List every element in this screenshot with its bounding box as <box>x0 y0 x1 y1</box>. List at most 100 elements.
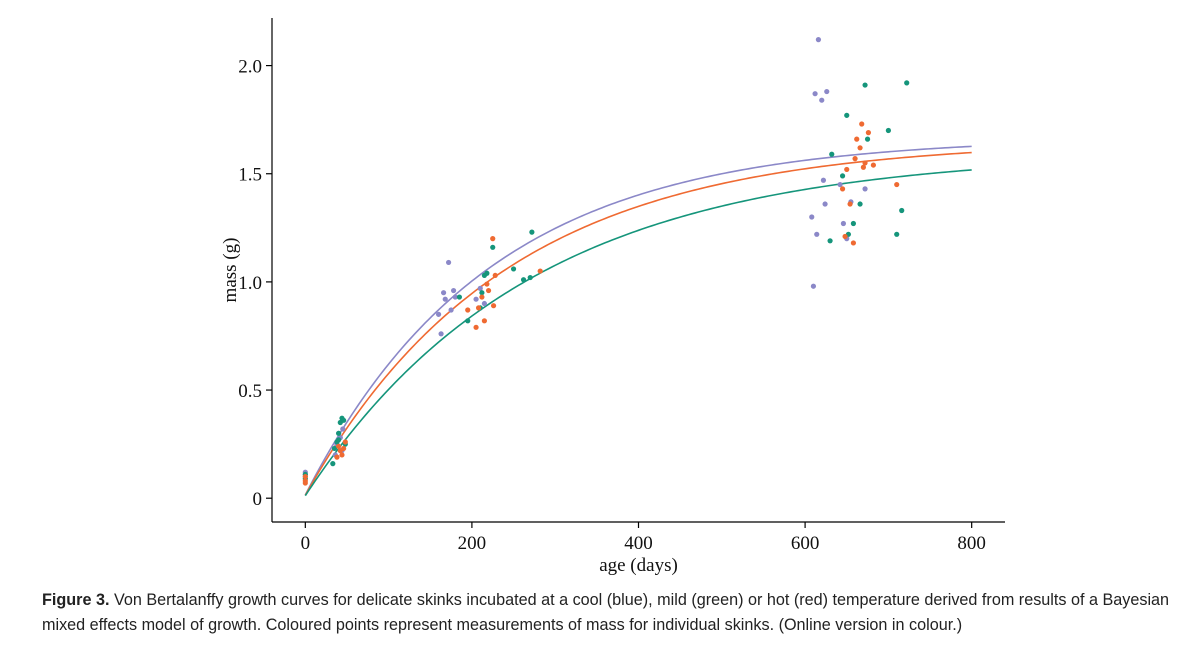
data-point-cool <box>820 177 827 183</box>
data-point-cool <box>809 214 815 220</box>
data-point-hot <box>860 164 867 170</box>
caption-text: Von Bertalanffy growth curves for delica… <box>42 591 1170 634</box>
growth-curve-cool <box>304 145 972 496</box>
data-point-mild <box>484 270 490 276</box>
data-point-hot <box>854 136 860 142</box>
data-point-mild <box>839 173 846 179</box>
data-point-hot <box>842 233 848 240</box>
growth-curve-hot <box>304 151 972 496</box>
data-point-mild <box>829 151 835 157</box>
data-point-mild <box>527 274 533 281</box>
data-point-cool <box>438 331 444 337</box>
y-tick-label: 0 <box>253 489 263 510</box>
data-point-hot <box>490 236 496 242</box>
data-point-mild <box>330 461 336 467</box>
data-point-hot <box>479 294 485 300</box>
data-point-mild <box>336 437 342 443</box>
data-point-cool <box>450 287 457 294</box>
y-axis-title: mass (g) <box>220 238 241 303</box>
x-tick-label: 0 <box>301 533 311 554</box>
data-point-cool <box>442 296 448 302</box>
data-point-hot <box>850 240 857 246</box>
data-point-cool <box>824 88 830 95</box>
data-point-hot <box>857 145 863 151</box>
y-tick-label: 0.5 <box>238 381 262 402</box>
data-point-hot <box>475 305 482 311</box>
data-point-hot <box>865 130 872 136</box>
data-point-hot <box>839 186 846 192</box>
data-point-mild <box>529 229 535 235</box>
data-point-cool <box>840 220 847 227</box>
data-point-hot <box>341 445 347 452</box>
data-point-mild <box>899 207 905 214</box>
data-point-cool <box>481 300 487 307</box>
axes: 0 200 400 600 800 0 0.5 1.0 1.5 2.0 <box>238 18 1005 554</box>
data-point-cool <box>814 231 820 237</box>
data-point-hot <box>484 281 490 287</box>
data-point-hot <box>859 121 865 127</box>
data-point-mild <box>844 112 850 118</box>
data-point-cool <box>435 311 442 317</box>
data-point-mild <box>904 80 910 86</box>
growth-chart: 0 200 400 600 800 0 0.5 1.0 1.5 2.0 age (days) ma… <box>220 18 1005 576</box>
data-point-mild <box>510 266 517 272</box>
data-point-hot <box>490 303 497 309</box>
data-point-mild <box>341 417 347 423</box>
data-point-hot <box>492 272 498 279</box>
data-point-hot <box>302 473 308 480</box>
data-point-hot <box>894 181 900 188</box>
data-point-cool <box>452 294 458 300</box>
data-point-mild <box>827 238 833 244</box>
data-point-cool <box>812 91 818 97</box>
data-point-hot <box>339 452 345 458</box>
data-point-cool <box>340 426 346 432</box>
data-point-hot <box>465 307 471 313</box>
data-point-cool <box>819 97 825 103</box>
x-tick-label: 600 <box>791 533 820 554</box>
data-point-mild <box>336 430 342 436</box>
data-point-mild <box>520 277 527 283</box>
data-point-mild <box>857 201 863 207</box>
data-point-hot <box>473 324 479 330</box>
x-tick-label: 200 <box>458 533 487 554</box>
data-point-mild <box>885 127 891 134</box>
data-point-hot <box>302 480 308 486</box>
data-point-mild <box>456 294 463 300</box>
data-point-cool <box>815 37 822 43</box>
figure-caption: Figure 3. Von Bertalanffy growth curves … <box>42 588 1172 638</box>
data-point-mild <box>465 318 471 324</box>
data-point-hot <box>852 156 858 162</box>
data-point-cool <box>837 181 843 188</box>
data-point-hot <box>485 287 492 294</box>
data-point-hot <box>334 454 340 460</box>
data-point-hot <box>537 268 543 274</box>
data-point-cool <box>473 296 479 302</box>
data-point-mild <box>862 82 868 88</box>
data-point-hot <box>862 160 868 166</box>
data-point-hot <box>847 201 853 207</box>
y-tick-label: 1.0 <box>238 273 262 294</box>
data-point-hot <box>844 166 850 173</box>
data-point-mild <box>850 220 857 227</box>
data-point-hot <box>342 439 348 445</box>
x-tick-label: 800 <box>957 533 986 554</box>
data-point-cool <box>862 186 868 192</box>
data-point-mild <box>894 231 900 237</box>
x-tick-label: 400 <box>624 533 653 554</box>
data-point-mild <box>490 244 496 250</box>
data-point-cool <box>822 201 828 207</box>
y-tick-label: 2.0 <box>238 57 262 78</box>
data-point-hot <box>870 162 876 168</box>
data-point-mild <box>479 290 485 296</box>
data-point-cool <box>477 285 483 291</box>
data-point-cool <box>440 290 447 296</box>
data-point-mild <box>864 136 871 142</box>
data-point-hot <box>336 443 342 449</box>
data-point-mild <box>331 445 338 452</box>
growth-curve-mild <box>304 169 972 497</box>
x-axis-title: age (days) <box>599 555 678 576</box>
data-points <box>302 37 910 486</box>
data-point-hot <box>481 318 487 324</box>
data-point-cool <box>448 307 454 313</box>
data-point-cool <box>810 283 817 289</box>
